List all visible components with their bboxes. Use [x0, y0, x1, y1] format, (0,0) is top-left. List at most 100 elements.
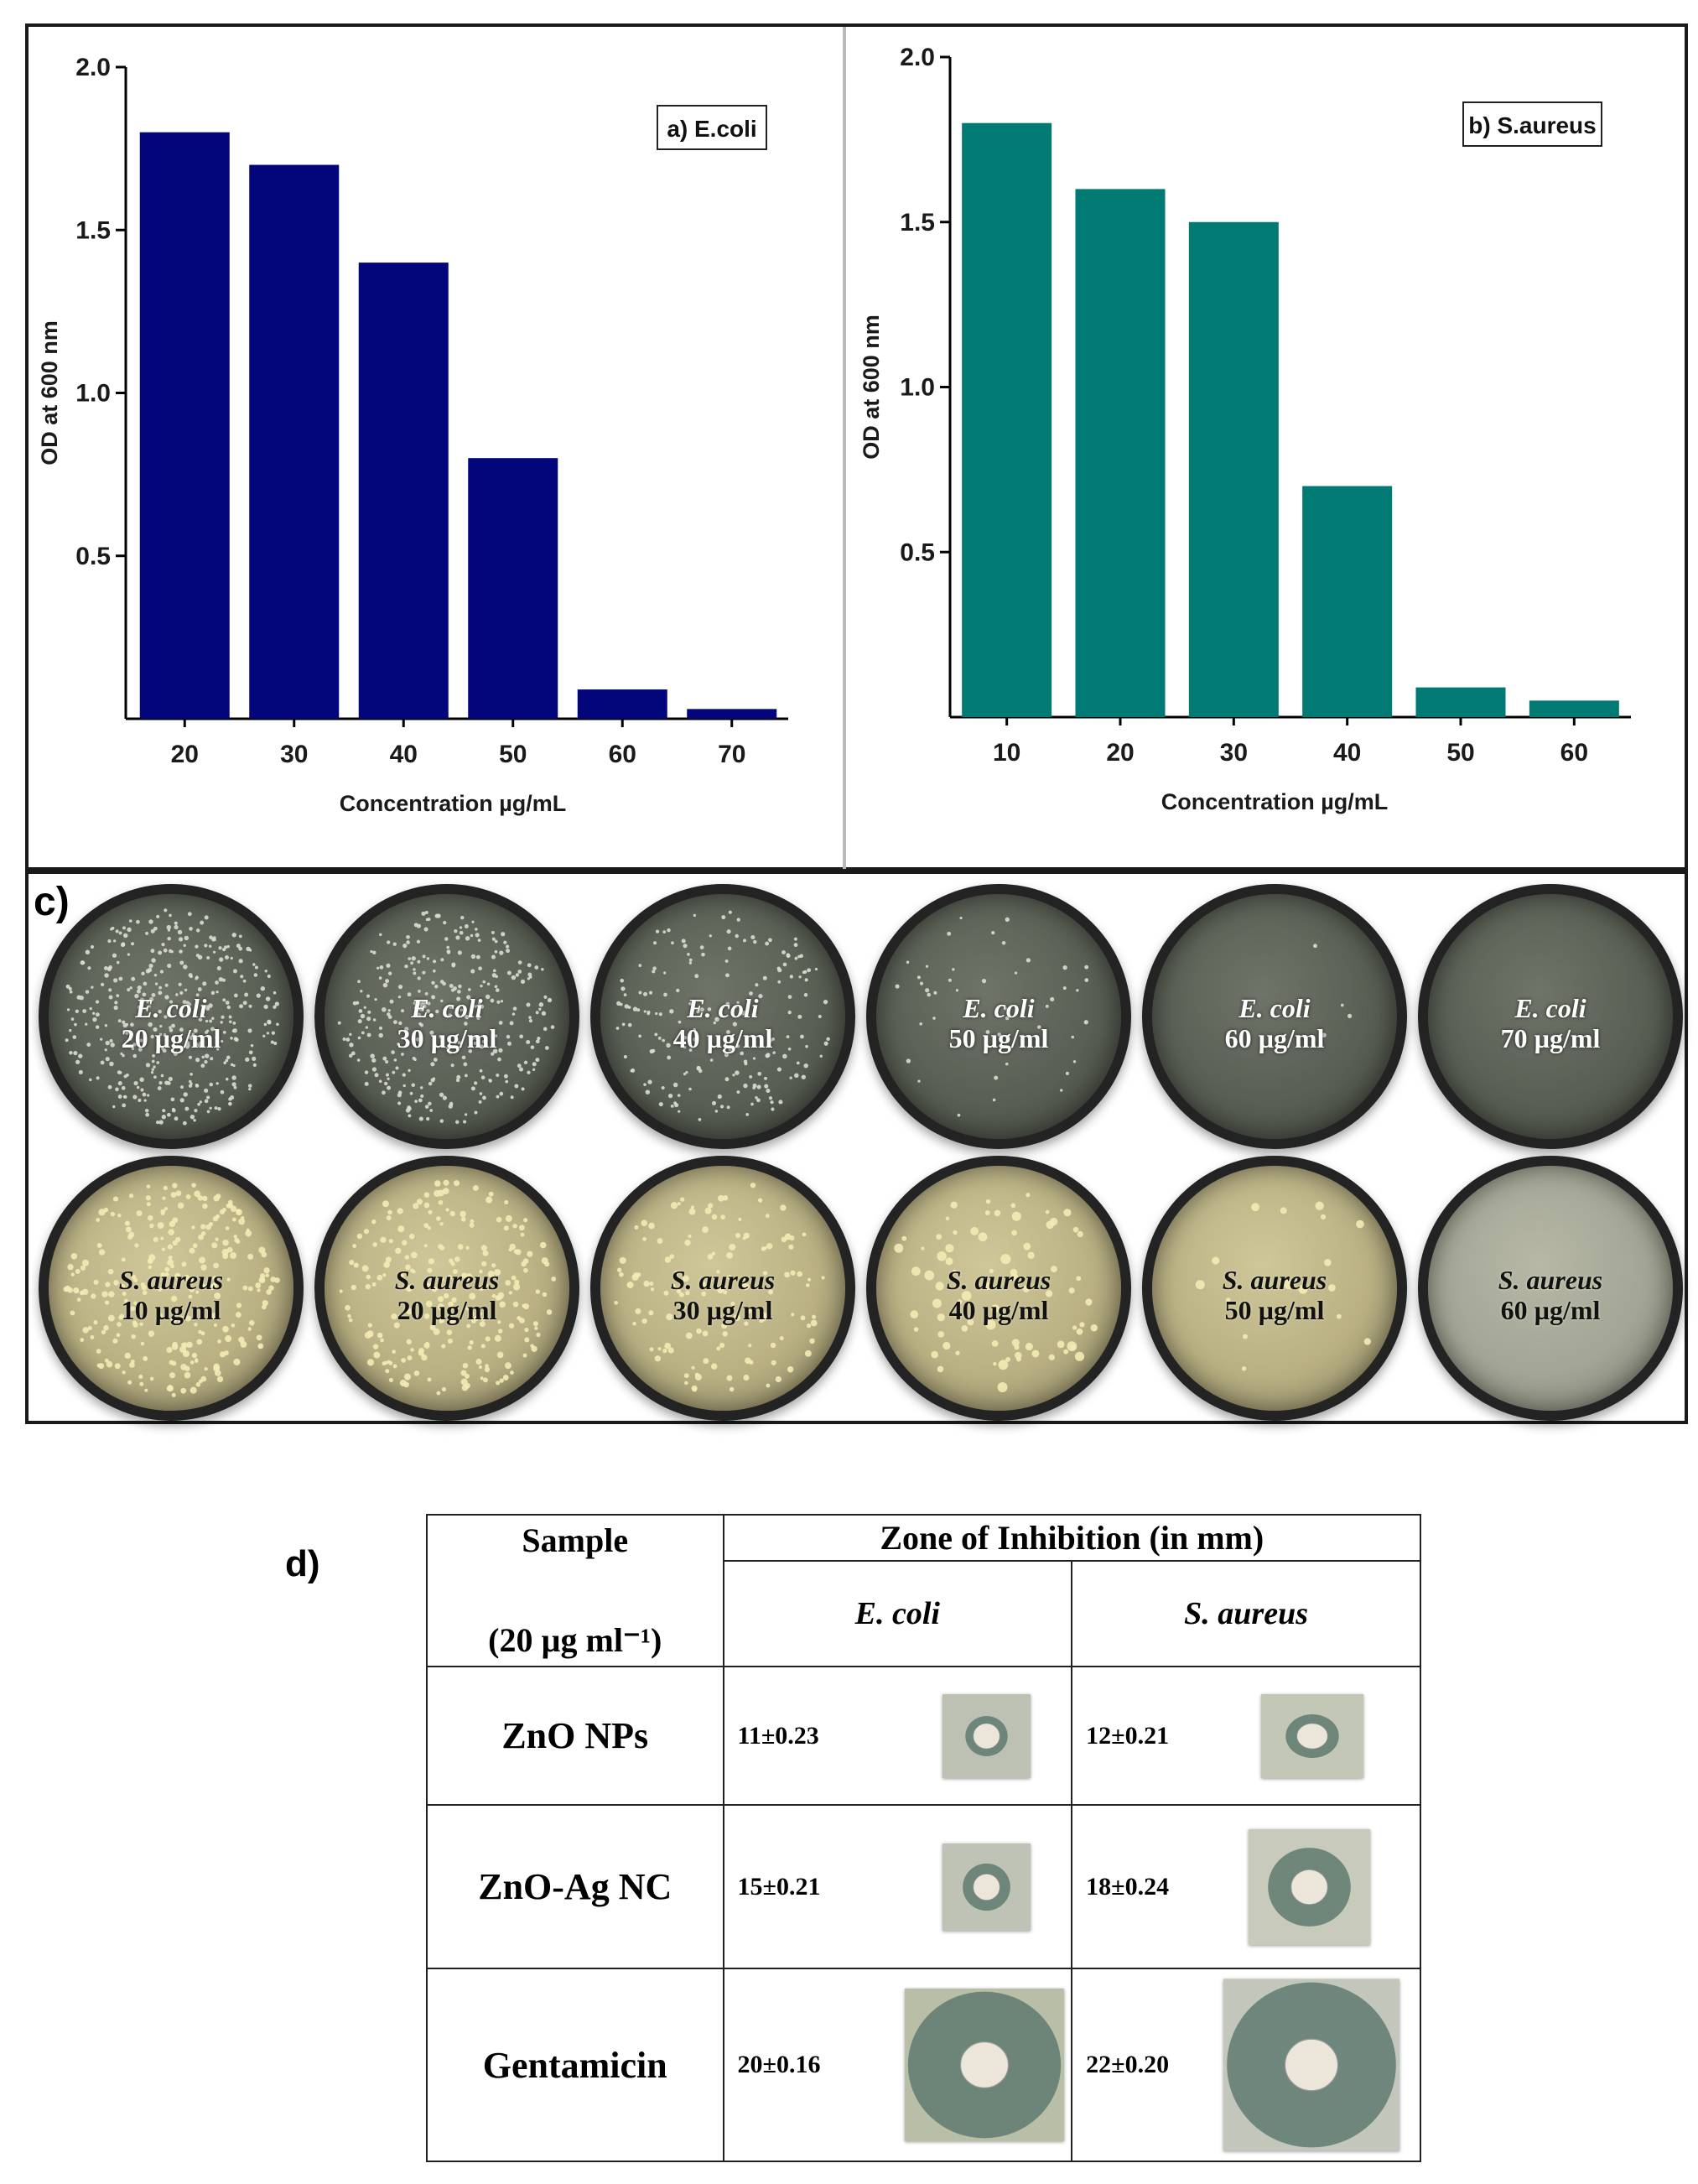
saureus-disc-photo [1249, 1828, 1371, 1945]
zone-header: Zone of Inhibition (in mm) [880, 1519, 1264, 1557]
table-row: ZnO-Ag NC 15±0.21 18±0.24 [426, 1804, 1421, 1969]
plate-species: E. coli [687, 993, 759, 1023]
ecoli-value-cell: 11±0.23 [722, 1666, 1073, 1806]
colonies [614, 1183, 825, 1392]
inhibition-zone-graphic [904, 1989, 1064, 2141]
legend-label: a) E.coli [667, 116, 756, 142]
saureus-value-cell: 22±0.20 [1071, 1968, 1421, 2162]
ecoli-plate: E. coli 40 µg/ml [590, 884, 855, 1149]
x-tick-label: 20 [1106, 739, 1134, 767]
x-tick-label: 40 [1333, 739, 1361, 767]
saureus-value: 18±0.24 [1086, 1872, 1170, 1901]
ecoli-plate: E. coli 60 µg/ml [1142, 884, 1407, 1149]
colonies [615, 910, 830, 1121]
colonies [339, 1179, 557, 1396]
legend-box [657, 105, 767, 150]
panel-label-c: c) [34, 880, 70, 924]
plate-label: S. aureus 50 µg/ml [1152, 1265, 1397, 1325]
plate-species: E. coli [1238, 993, 1311, 1023]
plate-concentration: 20 µg/ml [121, 1023, 221, 1053]
y-tick-label: 1.0 [900, 374, 935, 402]
ecoli-value-cell: 20±0.16 [722, 1968, 1073, 2162]
saureus-value: 22±0.20 [1086, 2051, 1170, 2078]
x-axis-title: Concentration µg/mL [1161, 789, 1389, 814]
plate-species: S. aureus [118, 1265, 224, 1295]
plate-concentration: 70 µg/ml [1500, 1023, 1601, 1053]
bar [1075, 189, 1166, 717]
saureus-plate: S. aureus 40 µg/ml [866, 1156, 1131, 1421]
saureus-value-cell: 12±0.21 [1071, 1666, 1421, 1806]
saureus-plate: S. aureus 30 µg/ml [590, 1156, 855, 1421]
legend-box [1462, 101, 1602, 147]
saureus-value: 12±0.21 [1086, 1721, 1170, 1750]
ecoli-disc-photo [942, 1693, 1031, 1778]
plate-concentration: 50 µg/ml [948, 1023, 1049, 1053]
ecoli-plate: E. coli 20 µg/ml [39, 884, 304, 1149]
plate-concentration: 40 µg/ml [948, 1295, 1049, 1325]
plate-label: E. coli 50 µg/ml [876, 993, 1121, 1053]
bar [1302, 486, 1393, 717]
plates-panel: c) E. coli 20 µg/ml E. coli 30 µg/ml E. coli… [25, 871, 1688, 1424]
bar [139, 132, 230, 719]
inhibition-zone-graphic [942, 1693, 1031, 1778]
colonies [1313, 944, 1353, 1037]
plate-species: S. aureus [1498, 1265, 1603, 1295]
bar [1529, 700, 1619, 717]
chart-divider [843, 27, 846, 869]
sample-cell: Gentamicin [426, 1968, 724, 2162]
ecoli-value: 20±0.16 [737, 2051, 821, 2078]
ecoli-value: 11±0.23 [737, 1721, 819, 1750]
x-tick-label: 50 [499, 741, 527, 768]
zone-of-inhibition-table: Sample (20 µg ml⁻¹) Zone of Inhibition (… [426, 1514, 1421, 2162]
x-tick-label: 70 [718, 741, 745, 768]
saureus-header-cell: S. aureus [1071, 1560, 1421, 1667]
y-tick-label: 2.0 [75, 54, 111, 81]
ecoli-value-cell: 15±0.21 [722, 1804, 1073, 1969]
sample-name: Gentamicin [482, 2044, 667, 2086]
ecoli-disc-photo [942, 1843, 1031, 1931]
plate-species: S. aureus [946, 1265, 1052, 1295]
plate-species: E. coli [963, 993, 1035, 1023]
y-tick-label: 0.5 [75, 543, 111, 570]
plate-concentration: 40 µg/ml [672, 1023, 773, 1053]
y-axis-title: OD at 600 nm [37, 320, 62, 465]
y-tick-label: 1.5 [75, 216, 111, 244]
inhibition-zone-graphic [942, 1843, 1031, 1931]
plate-species: E. coli [135, 993, 207, 1023]
sample-header: Sample [522, 1521, 629, 1559]
y-tick-label: 2.0 [900, 44, 935, 71]
plate-label: S. aureus 40 µg/ml [876, 1265, 1121, 1325]
plate-concentration: 30 µg/ml [672, 1295, 773, 1325]
colonies [894, 1193, 1098, 1393]
ecoli-header-cell: E. coli [722, 1560, 1073, 1667]
saureus-header: S. aureus [1184, 1596, 1308, 1631]
legend-label: b) S.aureus [1468, 112, 1596, 138]
plate-label: S. aureus 20 µg/ml [325, 1265, 569, 1325]
plate-species: E. coli [411, 993, 483, 1023]
x-tick-label: 10 [993, 739, 1020, 767]
bar [962, 122, 1052, 717]
ecoli-od-chart: 0.5 1.0 1.5 2.0 20 30 40 50 60 70 Concentration µg… [37, 54, 788, 816]
sample-header-cell: Sample (20 µg ml⁻¹) [426, 1514, 724, 1667]
saureus-od-chart: 0.5 1.0 1.5 2.0 10 20 30 40 50 60 Concentration µg… [859, 44, 1631, 814]
plate-label: E. coli 30 µg/ml [325, 993, 569, 1053]
sample-name: ZnO NPs [501, 1715, 649, 1756]
bar [687, 709, 777, 719]
bar [468, 458, 558, 719]
x-tick-label: 60 [1560, 739, 1588, 767]
plate-concentration: 10 µg/ml [121, 1295, 221, 1325]
colonies [337, 910, 555, 1124]
plate-label: S. aureus 60 µg/ml [1428, 1265, 1673, 1325]
y-tick-label: 0.5 [900, 538, 935, 566]
inhibition-zone-graphic [1249, 1828, 1371, 1945]
ecoli-header: E. coli [854, 1596, 940, 1631]
saureus-value-cell: 18±0.24 [1071, 1804, 1421, 1969]
saureus-plate: S. aureus 60 µg/ml [1418, 1156, 1683, 1421]
plate-concentration: 50 µg/ml [1224, 1295, 1325, 1325]
plate-label: S. aureus 10 µg/ml [49, 1265, 293, 1325]
ecoli-disc-photo [904, 1989, 1064, 2141]
x-tick-label: 50 [1446, 739, 1474, 767]
plate-label: E. coli 60 µg/ml [1152, 993, 1397, 1053]
bar [577, 689, 667, 719]
ecoli-plate: E. coli 30 µg/ml [314, 884, 579, 1149]
